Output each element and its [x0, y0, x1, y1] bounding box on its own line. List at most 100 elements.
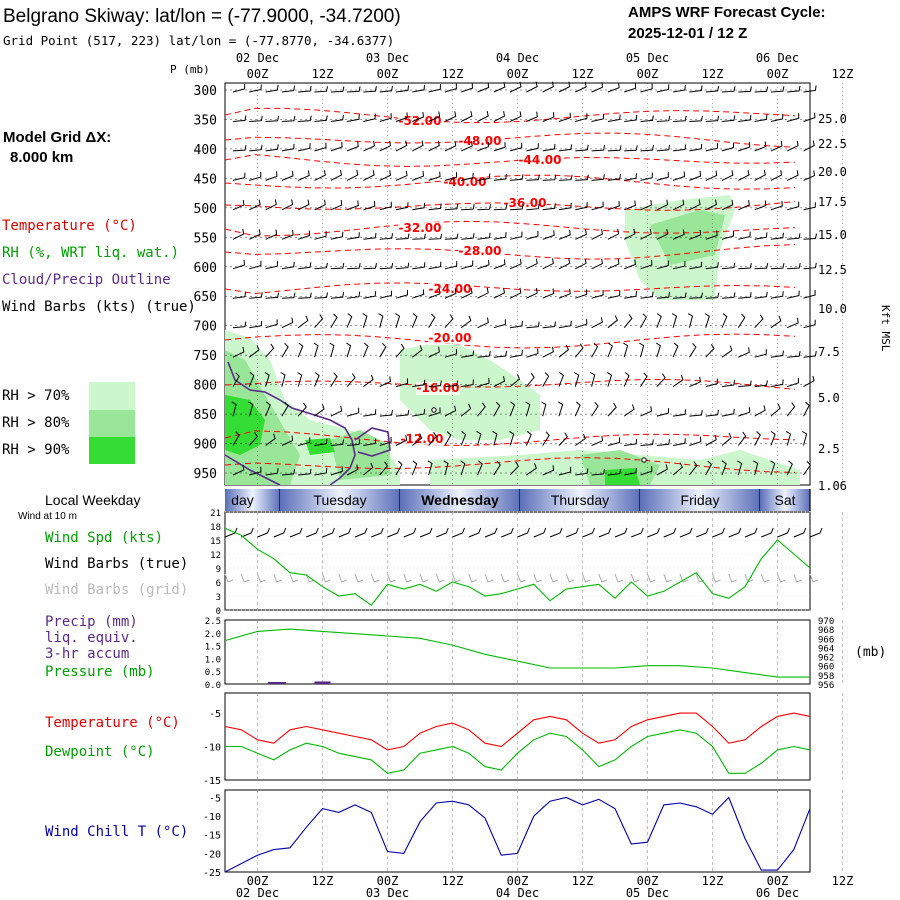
- y-tick-label: -10: [203, 743, 221, 754]
- surface-wind-barb: [501, 527, 514, 538]
- wind-barb: [803, 460, 811, 476]
- wind-barb: [314, 314, 324, 329]
- wind-barb: [558, 320, 572, 329]
- wind-barb: [526, 348, 539, 358]
- grid-wind-barb: [484, 573, 494, 583]
- wind-barb: [721, 199, 734, 211]
- wind-barb: [509, 231, 523, 240]
- wind-barb: [624, 114, 638, 122]
- contour-label-bg: [443, 176, 487, 189]
- wind-barb: [542, 203, 556, 211]
- weekday-label: Tuesday: [313, 492, 366, 508]
- wind-barb: [591, 174, 605, 181]
- wind-barb: [493, 319, 506, 329]
- surface-wind-barb: [712, 527, 725, 538]
- hour-tick-label: 12Z: [832, 874, 854, 888]
- wind-barb: [575, 81, 587, 93]
- wind-barb: [607, 437, 621, 446]
- wind-barb: [803, 170, 816, 181]
- wind-barb: [297, 199, 310, 211]
- wind-barb: [770, 430, 776, 446]
- wind-barb: [575, 319, 588, 329]
- temperature-contour-label: -44.00: [519, 153, 562, 167]
- wind-barb: [493, 142, 506, 152]
- date-tick-label: 03 Dec: [366, 886, 409, 900]
- temperature-contour-label: -32.00: [399, 221, 442, 235]
- wind-barb: [265, 433, 276, 446]
- wind-barb: [395, 435, 408, 446]
- wind-barb: [460, 431, 467, 446]
- wind-barb: [509, 401, 516, 417]
- wind-barb: [705, 170, 718, 181]
- weekday-label: day: [231, 492, 254, 508]
- surface-wind-barb: [809, 527, 823, 538]
- wind-barb: [656, 144, 671, 152]
- date-tick-label: 02 Dec: [236, 886, 279, 900]
- wind-barb: [671, 313, 678, 328]
- hour-tick-label: 12Z: [832, 67, 854, 81]
- wind-barb: [281, 435, 294, 446]
- wind-barb: [673, 144, 687, 152]
- wind-barb: [379, 170, 392, 181]
- precip-bar: [268, 682, 286, 684]
- wind-barb: [363, 201, 376, 211]
- y-tick-label: 970: [818, 617, 834, 627]
- wind-barb: [689, 229, 702, 240]
- rh70-label: RH > 70%: [2, 388, 70, 404]
- pressure-tick-label: 750: [194, 349, 217, 364]
- wind-barb: [314, 170, 326, 181]
- calm-wind-marker: [641, 457, 647, 463]
- wind-barb: [656, 313, 662, 328]
- wind-barb: [640, 259, 653, 270]
- wind-barb: [607, 468, 622, 476]
- wind-barb: [737, 313, 746, 328]
- wind-barb: [281, 292, 296, 299]
- y-tick-label: 964: [818, 644, 834, 654]
- wind-barb: [298, 292, 312, 299]
- wind-barb: [640, 406, 653, 417]
- y-tick-label: 962: [818, 654, 834, 664]
- wind-barb: [347, 114, 360, 122]
- wind-barb: [558, 288, 571, 299]
- wind-barb: [314, 467, 328, 476]
- wind-barb: [249, 260, 262, 270]
- wind-barb: [623, 228, 636, 240]
- wind-barb: [705, 230, 718, 240]
- wind-barb: [314, 115, 328, 122]
- wind-barb: [607, 371, 613, 387]
- wind-barb: [623, 314, 633, 329]
- wind-barb: [460, 288, 473, 299]
- surface-wind-barb: [484, 527, 498, 538]
- wind-barb: [607, 200, 620, 211]
- wind-barb: [754, 114, 768, 122]
- wind-barb: [444, 203, 459, 211]
- precip-tick-label: 1.5: [205, 643, 221, 653]
- rh80-swatch: [89, 410, 135, 437]
- surface-wind-barb: [452, 527, 465, 538]
- wind-barb: [753, 460, 759, 476]
- grid-wind-barb: [500, 573, 510, 583]
- grid-wind-barb: [305, 573, 315, 583]
- wind-barb: [281, 85, 296, 93]
- wind-barb: [363, 291, 377, 299]
- legend-cloud: Cloud/Precip Outline: [2, 272, 171, 288]
- wind-barb: [640, 200, 653, 211]
- grid-wind-barb: [582, 573, 591, 583]
- wind-barb: [428, 171, 441, 181]
- wind-barb: [607, 228, 620, 240]
- wind-barb: [379, 436, 392, 446]
- wind-barb: [575, 174, 589, 181]
- wind-barb: [444, 261, 458, 270]
- wind-barb: [721, 170, 734, 181]
- wind-barb: [477, 460, 483, 476]
- wind-barb: [412, 233, 426, 240]
- precip-tick-label: 1.0: [205, 655, 221, 665]
- wind-barb: [770, 113, 784, 122]
- wind-barb: [265, 468, 279, 476]
- pressure-tick-label: 950: [194, 467, 217, 482]
- wind-barb: [477, 111, 489, 122]
- wind-barb: [346, 407, 360, 417]
- wind-barb: [395, 289, 408, 299]
- wind-barb: [395, 170, 408, 181]
- windchill-label: Wind Chill T (°C): [45, 824, 188, 840]
